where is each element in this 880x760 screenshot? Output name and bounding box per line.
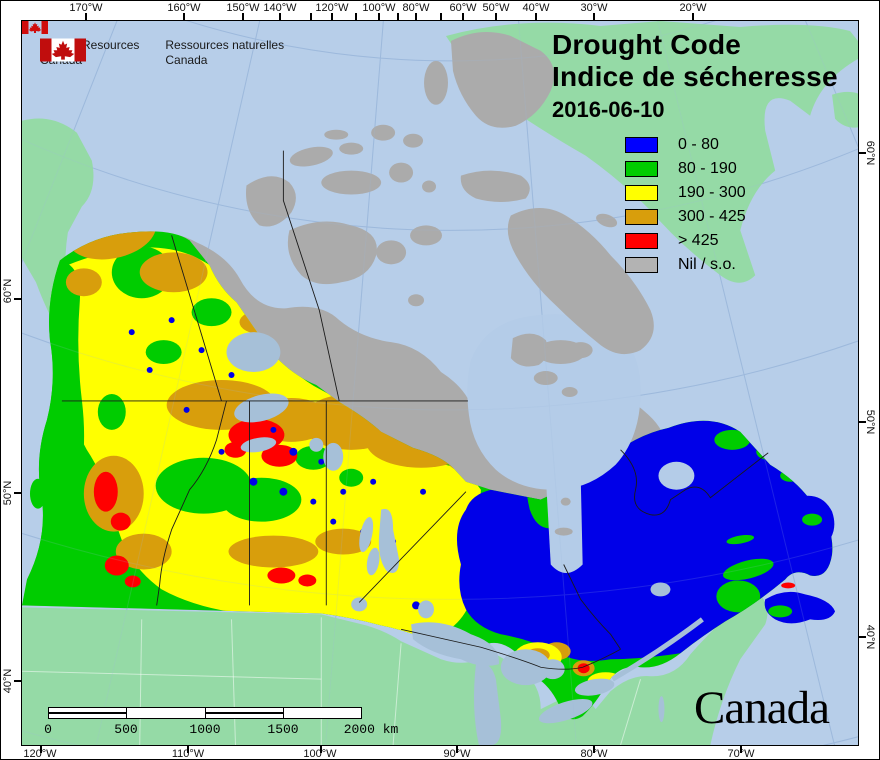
axis-tick: [320, 746, 322, 753]
us-state-borders: [22, 617, 641, 745]
axis-label-top: 150°W: [226, 2, 260, 14]
axis-label-top: 50°W: [482, 2, 510, 14]
axis-tick: [535, 13, 537, 20]
arctic-islands-nil: [245, 31, 654, 536]
axis-label-top: 60°W: [449, 2, 477, 14]
axis-label-left: 60°N: [2, 278, 14, 304]
axis-label-top: 100°W: [362, 2, 396, 14]
axis-tick: [14, 680, 21, 682]
hudson-bay: [467, 314, 695, 573]
axis-tick: [183, 13, 185, 20]
scalebar-label: 2000 km: [343, 722, 399, 737]
axis-tick: [495, 13, 497, 20]
axis-tick: [355, 13, 357, 20]
axis-label-top: 80°W: [402, 2, 430, 14]
axis-label-top: 30°W: [580, 2, 608, 14]
province-borders: [61, 150, 769, 670]
fip-header: Natural Resources Canada Ressources natu…: [40, 38, 310, 68]
scalebar-bar: [48, 707, 362, 719]
axis-tick: [187, 746, 189, 753]
legend-label: > 425: [678, 232, 719, 249]
legend-label: 0 - 80: [678, 136, 719, 153]
axis-label-bottom: 120°W: [23, 748, 57, 760]
map-date: 2016-06-10: [552, 97, 665, 122]
scalebar-segment: [49, 708, 128, 718]
legend-swatch: [625, 161, 658, 177]
title-block: Drought Code Indice de sécheresse 2016-0…: [552, 29, 838, 125]
scalebar-label: 0: [44, 722, 52, 737]
axis-label-left: 50°N: [2, 480, 14, 506]
axis-label-top: 160°W: [167, 2, 201, 14]
axis-label-top: 120°W: [315, 2, 349, 14]
legend-swatch: [625, 185, 658, 201]
legend: 0 - 80 80 - 190 190 - 300 300 - 425 > 42…: [625, 133, 746, 277]
legend-row: 80 - 190: [625, 157, 746, 181]
scalebar-labels: 0 500 1000 1500 2000 km: [44, 722, 398, 738]
legend-label: Nil / s.o.: [678, 256, 736, 273]
axis-tick: [440, 13, 442, 20]
legend-label: 190 - 300: [678, 184, 746, 201]
axis-label-bottom: 90°W: [443, 748, 471, 760]
legend-swatch: [625, 233, 658, 249]
axis-label-bottom: 80°W: [580, 748, 608, 760]
fip-text-fr: Ressources naturelles Canada: [165, 38, 285, 67]
canada-drought-map-svg: [22, 21, 858, 745]
axis-tick: [859, 152, 866, 154]
wordmark-flag-icon: [22, 21, 48, 34]
axis-label-left: 40°N: [2, 668, 14, 694]
axis-tick: [593, 13, 595, 20]
canada-flag-icon: [40, 38, 86, 62]
axis-label-top: 170°W: [69, 2, 103, 14]
legend-row: > 425: [625, 229, 746, 253]
axis-label-bottom: 70°W: [727, 748, 755, 760]
axis-tick: [85, 13, 87, 20]
legend-row: 300 - 425: [625, 205, 746, 229]
scalebar: 0 500 1000 1500 2000 km: [44, 707, 398, 738]
lakes: [226, 332, 704, 745]
axis-tick: [859, 636, 866, 638]
canada-wordmark: Canada: [694, 682, 830, 734]
map-area: Natural Resources Canada Ressources natu…: [21, 20, 859, 746]
scalebar-segment: [283, 708, 361, 718]
legend-label: 300 - 425: [678, 208, 746, 225]
axis-tick: [378, 13, 380, 20]
axis-tick: [415, 13, 417, 20]
axis-tick: [279, 13, 281, 20]
map-title: Drought Code: [552, 29, 742, 60]
axis-tick: [40, 746, 42, 753]
axis-label-top: 20°W: [679, 2, 707, 14]
scalebar-segment: [127, 708, 206, 718]
axis-label-bottom: 110°W: [171, 748, 205, 760]
axis-label-bottom: 100°W: [303, 748, 337, 760]
axis-tick: [242, 13, 244, 20]
axis-tick: [462, 13, 464, 20]
legend-swatch: [625, 137, 658, 153]
legend-row: 190 - 300: [625, 181, 746, 205]
legend-swatch: [625, 209, 658, 225]
legend-label: 80 - 190: [678, 160, 737, 177]
axis-tick: [397, 13, 399, 20]
axis-tick: [593, 746, 595, 753]
legend-row: Nil / s.o.: [625, 253, 746, 277]
axis-tick: [740, 746, 742, 753]
legend-row: 0 - 80: [625, 133, 746, 157]
map-subtitle: Indice de sécheresse: [552, 61, 838, 92]
scalebar-label: 1000: [189, 722, 221, 737]
scalebar-segment: [205, 708, 284, 718]
scalebar-label: 500: [114, 722, 138, 737]
axis-tick: [692, 13, 694, 20]
axis-tick: [456, 746, 458, 753]
axis-label-top: 40°W: [522, 2, 550, 14]
scalebar-label: 1500: [267, 722, 299, 737]
axis-label-top: 140°W: [263, 2, 297, 14]
axis-tick: [14, 298, 21, 300]
axis-tick: [310, 13, 312, 20]
axis-tick: [331, 13, 333, 20]
legend-swatch: [625, 257, 658, 273]
axis-tick: [859, 421, 866, 423]
coastal-islands: [29, 478, 836, 624]
axis-tick: [14, 492, 21, 494]
